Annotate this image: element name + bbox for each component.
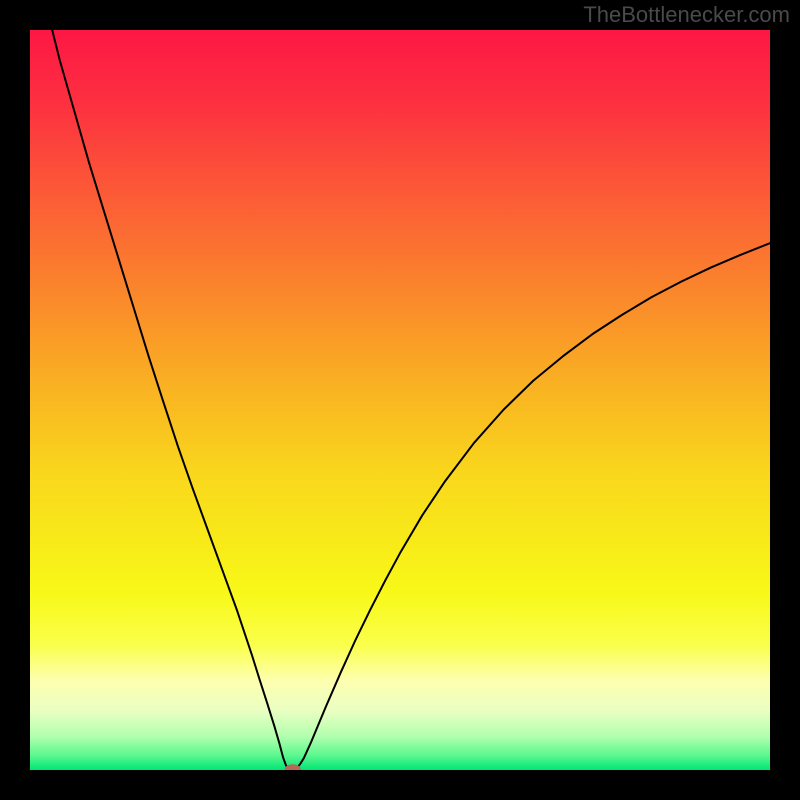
watermark-text: TheBottlenecker.com <box>583 2 790 28</box>
chart-plot-area <box>30 30 770 770</box>
chart-background <box>30 30 770 770</box>
bottleneck-chart <box>30 30 770 770</box>
